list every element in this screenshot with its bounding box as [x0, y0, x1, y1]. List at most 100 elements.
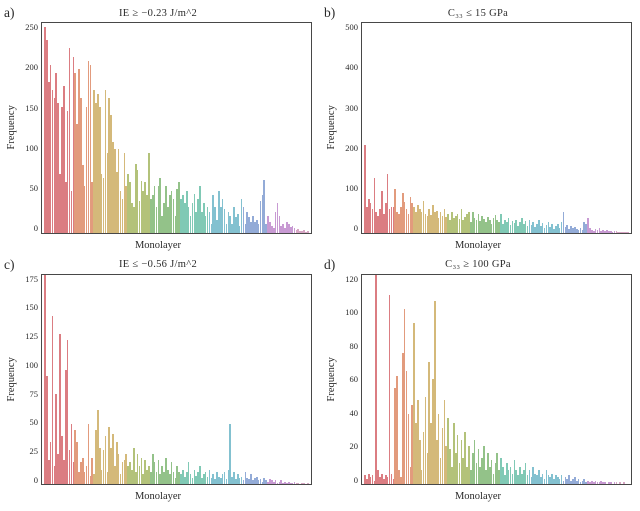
xtick-mark — [493, 484, 495, 485]
xtick-mark — [182, 233, 184, 234]
xtick-mark — [473, 484, 475, 485]
xtick-mark — [50, 233, 52, 234]
xtick-mark — [261, 233, 263, 234]
xtick-mark — [42, 233, 44, 234]
xtick-mark — [391, 233, 393, 234]
xtick-mark — [294, 233, 296, 234]
xtick-mark — [612, 484, 614, 485]
ytick-label: 150 — [25, 302, 38, 312]
xtick-mark — [246, 484, 248, 485]
xtick-mark — [61, 484, 63, 485]
xtick-mark — [265, 484, 267, 485]
xtick-mark — [596, 484, 598, 485]
xtick-mark — [571, 233, 573, 234]
panel-d-bars — [362, 275, 631, 485]
xtick-mark — [545, 484, 547, 485]
xtick-mark — [602, 484, 604, 485]
panel-c-yticks: 1751501251007550250 — [19, 274, 41, 486]
xtick-mark — [117, 484, 119, 485]
xtick-mark — [242, 233, 244, 234]
ytick-label: 100 — [25, 360, 38, 370]
xtick-mark — [307, 233, 309, 234]
xtick-mark — [464, 233, 466, 234]
xtick-mark — [372, 233, 374, 234]
ytick-label: 50 — [30, 183, 39, 193]
xtick-mark — [614, 484, 616, 485]
xtick-mark — [144, 233, 146, 234]
xtick-mark — [364, 484, 366, 485]
xtick-mark — [134, 484, 136, 485]
xtick-mark — [441, 233, 443, 234]
xtick-mark — [148, 233, 150, 234]
xtick-mark — [236, 484, 238, 485]
xtick-mark — [472, 484, 474, 485]
xtick-mark — [188, 484, 190, 485]
xtick-mark — [77, 233, 79, 234]
xtick-mark — [400, 233, 402, 234]
xtick-mark — [614, 233, 616, 234]
xtick-mark — [301, 233, 303, 234]
xtick-mark — [399, 233, 401, 234]
xtick-mark — [267, 484, 269, 485]
xtick-mark — [98, 233, 100, 234]
xtick-mark — [416, 233, 418, 234]
xtick-mark — [48, 484, 50, 485]
xtick-mark — [186, 484, 188, 485]
xtick-mark — [623, 484, 625, 485]
xtick-mark — [155, 233, 157, 234]
panel-d-plot: ⋯⋯⋯⋯⋯⋯⋯⋯⋯⋯⋯⋯⋯⋯⋯⋯⋯⋯⋯⋯⋯⋯⋯⋯⋯⋯⋯⋯⋯⋯⋯⋯⋯⋯⋯⋯⋯⋯⋯⋯… — [361, 274, 632, 486]
ytick-mark — [361, 23, 362, 24]
xtick-mark — [466, 484, 468, 485]
xtick-mark — [493, 233, 495, 234]
xtick-mark — [554, 484, 556, 485]
xtick-mark — [416, 484, 418, 485]
xtick-mark — [184, 233, 186, 234]
panel-c-plot-row: Frequency 1751501251007550250 ⋯⋯⋯⋯⋯⋯⋯⋯⋯⋯… — [4, 274, 312, 486]
xtick-mark — [180, 233, 182, 234]
xtick-mark — [46, 233, 48, 234]
xtick-mark — [560, 233, 562, 234]
xtick-mark — [475, 484, 477, 485]
xtick-mark — [375, 484, 377, 485]
xtick-mark — [458, 484, 460, 485]
xtick-mark — [466, 233, 468, 234]
xtick-mark — [562, 484, 564, 485]
xtick-mark — [520, 233, 522, 234]
xtick-mark — [460, 484, 462, 485]
xtick-mark — [433, 233, 435, 234]
xtick-mark — [385, 233, 387, 234]
xtick-mark — [90, 484, 92, 485]
xtick-mark — [138, 484, 140, 485]
xtick-mark — [165, 484, 167, 485]
ytick-label: 60 — [350, 374, 359, 384]
xtick-mark — [527, 484, 529, 485]
xtick-mark — [495, 233, 497, 234]
xtick-mark — [504, 233, 506, 234]
xtick-mark — [305, 233, 307, 234]
xtick-mark — [203, 233, 205, 234]
xtick-mark — [629, 233, 631, 234]
xtick-mark — [63, 484, 65, 485]
xtick-mark — [142, 484, 144, 485]
xtick-mark — [104, 484, 106, 485]
panel-c-header: c) IE ≤ −0.56 J/m^2 — [4, 256, 312, 274]
xtick-mark — [138, 233, 140, 234]
ytick-label: 150 — [25, 103, 38, 113]
xtick-mark — [616, 233, 618, 234]
panel-d-yticks: 120100806040200 — [339, 274, 361, 486]
xtick-mark — [397, 233, 399, 234]
xtick-mark — [157, 484, 159, 485]
xtick-mark — [366, 233, 368, 234]
xtick-mark — [192, 233, 194, 234]
xtick-mark — [159, 233, 161, 234]
xtick-mark — [425, 233, 427, 234]
xtick-mark — [44, 233, 46, 234]
xtick-mark — [200, 484, 202, 485]
xtick-mark — [136, 233, 138, 234]
xtick-mark — [278, 484, 280, 485]
ytick-mark — [41, 274, 42, 275]
xtick-mark — [113, 233, 115, 234]
xtick-mark — [213, 484, 215, 485]
xtick-mark — [177, 484, 179, 485]
xtick-mark — [571, 484, 573, 485]
